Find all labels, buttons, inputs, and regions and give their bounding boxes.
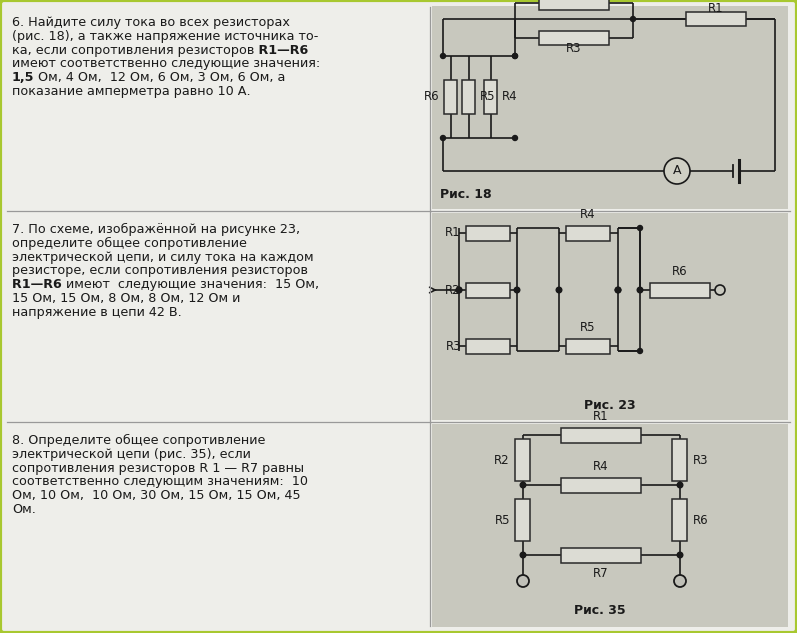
Text: резисторе, если сопротивления резисторов: резисторе, если сопротивления резисторов: [12, 265, 308, 277]
Text: R1: R1: [446, 227, 461, 239]
Bar: [466, 225, 510, 241]
Text: R5: R5: [580, 321, 595, 334]
Bar: [686, 12, 746, 26]
Bar: [516, 439, 531, 481]
Circle shape: [638, 349, 642, 353]
Circle shape: [630, 16, 635, 22]
Bar: [466, 339, 510, 353]
Bar: [445, 80, 457, 114]
Text: показание амперметра равно 10 А.: показание амперметра равно 10 А.: [12, 85, 250, 98]
Text: электрической цепи, и силу тока на каждом: электрической цепи, и силу тока на каждо…: [12, 251, 314, 263]
Bar: [462, 80, 476, 114]
Circle shape: [664, 158, 690, 184]
Text: (рис. 18), а также напряжение источника то-: (рис. 18), а также напряжение источника …: [12, 30, 318, 43]
Text: Рис. 35: Рис. 35: [574, 604, 626, 617]
Bar: [566, 225, 610, 241]
Text: R3: R3: [693, 453, 709, 467]
Bar: [650, 282, 710, 298]
Circle shape: [520, 552, 526, 558]
Circle shape: [556, 287, 562, 293]
Text: сопротивления резисторов R 1 — R7 равны: сопротивления резисторов R 1 — R7 равны: [12, 461, 304, 475]
Text: R5: R5: [494, 513, 510, 527]
Text: 6. Найдите силу тока во всех резисторах: 6. Найдите силу тока во всех резисторах: [12, 16, 290, 29]
Circle shape: [512, 135, 517, 141]
Text: R3: R3: [566, 42, 582, 56]
Text: напряжение в цепи 42 В.: напряжение в цепи 42 В.: [12, 306, 182, 319]
Text: R2: R2: [494, 453, 510, 467]
Text: Ом, 4 Ом,  12 Ом, 6 Ом, 3 Ом, 6 Ом, а: Ом, 4 Ом, 12 Ом, 6 Ом, 3 Ом, 6 Ом, а: [34, 71, 286, 84]
Text: определите общее сопротивление: определите общее сопротивление: [12, 237, 247, 250]
Text: соответственно следующим значениям:  10: соответственно следующим значениям: 10: [12, 475, 308, 489]
Circle shape: [638, 225, 642, 230]
Text: R7: R7: [593, 567, 609, 580]
Circle shape: [615, 287, 621, 293]
Bar: [539, 0, 609, 10]
Circle shape: [441, 54, 446, 58]
Text: электрической цепи (рис. 35), если: электрической цепи (рис. 35), если: [12, 448, 251, 461]
Text: R1—R6: R1—R6: [12, 278, 66, 291]
Text: R4: R4: [502, 91, 517, 104]
Text: R1: R1: [593, 410, 609, 423]
Text: имеют  следующие значения:  15 Ом,: имеют следующие значения: 15 Ом,: [66, 278, 320, 291]
Text: R6: R6: [693, 513, 709, 527]
Text: ка, если сопротивления резисторов: ка, если сопротивления резисторов: [12, 44, 254, 56]
Text: R6: R6: [672, 265, 688, 278]
Text: 8. Определите общее сопротивление: 8. Определите общее сопротивление: [12, 434, 265, 447]
Bar: [673, 499, 688, 541]
Circle shape: [677, 552, 683, 558]
Text: R3: R3: [446, 339, 461, 353]
Text: R1—R6: R1—R6: [254, 44, 308, 56]
Circle shape: [637, 287, 643, 293]
Text: Ом.: Ом.: [12, 503, 36, 516]
Circle shape: [715, 285, 725, 295]
Text: 15 Ом, 15 Ом, 8 Ом, 8 Ом, 12 Ом и: 15 Ом, 15 Ом, 8 Ом, 8 Ом, 12 Ом и: [12, 292, 241, 305]
Text: R6: R6: [424, 91, 440, 104]
Circle shape: [677, 482, 683, 488]
Bar: [561, 548, 641, 563]
Text: 1,5: 1,5: [12, 71, 34, 84]
Bar: [466, 282, 510, 298]
Bar: [432, 6, 788, 209]
Circle shape: [514, 287, 520, 293]
Bar: [516, 499, 531, 541]
Text: R2: R2: [446, 284, 461, 296]
Circle shape: [615, 287, 621, 293]
Bar: [539, 31, 609, 45]
Text: имеют соответственно следующие значения:: имеют соответственно следующие значения:: [12, 58, 320, 70]
Circle shape: [512, 54, 517, 58]
Bar: [561, 477, 641, 492]
Bar: [566, 339, 610, 353]
Text: R4: R4: [580, 208, 596, 221]
Text: R5: R5: [480, 91, 496, 104]
Text: 7. По схеме, изображённой на рисунке 23,: 7. По схеме, изображённой на рисунке 23,: [12, 223, 300, 236]
Circle shape: [520, 482, 526, 488]
Text: Рис. 23: Рис. 23: [584, 399, 636, 412]
Bar: [485, 80, 497, 114]
Text: R1: R1: [709, 1, 724, 15]
Text: A: A: [673, 165, 681, 177]
Text: R4: R4: [593, 460, 609, 473]
Circle shape: [456, 287, 461, 293]
Circle shape: [674, 575, 686, 587]
Bar: [432, 424, 788, 627]
Bar: [561, 427, 641, 442]
Circle shape: [512, 54, 517, 58]
Text: Ом, 10 Ом,  10 Ом, 30 Ом, 15 Ом, 15 Ом, 45: Ом, 10 Ом, 10 Ом, 30 Ом, 15 Ом, 15 Ом, 4…: [12, 489, 300, 502]
Text: Рис. 18: Рис. 18: [440, 188, 492, 201]
Circle shape: [441, 135, 446, 141]
Circle shape: [456, 287, 461, 293]
Bar: [673, 439, 688, 481]
Bar: [432, 213, 788, 420]
Circle shape: [517, 575, 529, 587]
